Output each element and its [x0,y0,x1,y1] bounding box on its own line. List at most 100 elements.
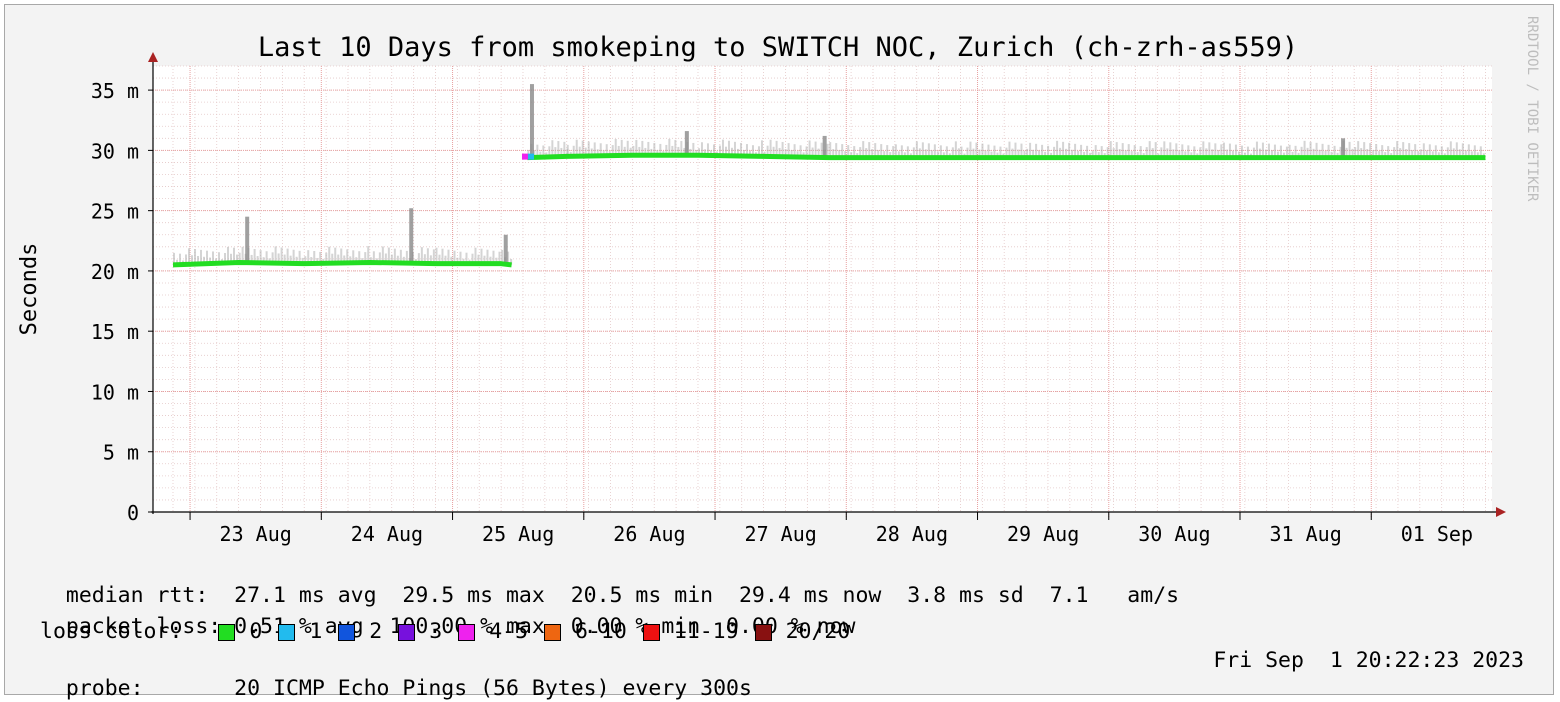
smoke-bar [1234,144,1237,158]
smoke-bar [241,246,244,263]
smoke-bar [483,255,486,264]
smoke-bar [718,145,721,156]
smoke-bar [1011,148,1014,158]
smoke-bar [355,257,358,263]
smoke-bar [1091,151,1094,158]
smoke-bar [936,151,939,158]
smoke-bar [674,139,677,156]
smoke-bar [1225,149,1228,158]
smoke-bar [1428,144,1431,158]
smoke-bar [1184,151,1187,158]
smoke-bar [1318,149,1321,158]
smoke-bar [477,254,480,264]
smoke-bar [611,145,614,156]
smoke-bar [450,256,453,264]
smoke-bar [587,141,590,157]
smoke-bar [862,141,865,158]
x-tick-label: 28 Aug [876,522,948,546]
smoke-bar [972,148,975,158]
smoke-bar [1405,149,1408,158]
probe-line: probe: 20 ICMP Echo Pings (56 Bytes) eve… [40,650,752,702]
y-tick-label: 25 m [91,200,139,224]
smoke-bar [340,248,343,264]
smoke-bar [1062,141,1065,158]
smoke-bar [886,145,889,158]
smoke-bar [1053,146,1056,158]
smoke-bar [739,142,742,156]
loss-color-value: 2 [369,619,383,644]
smoke-bar [227,246,229,263]
smoke-bar [1059,147,1062,158]
smoke-bar [760,140,763,157]
smoke-bar [1169,142,1172,158]
smoke-bar [945,146,948,158]
smoke-bar [721,139,724,156]
smoke-bar [584,147,587,157]
smoke-bar [939,145,942,158]
smoke-bar [933,144,936,158]
smoke-bar [793,144,796,157]
smoke-bar [331,253,334,264]
smoke-bar [1285,146,1288,158]
smoke-bar [975,142,978,158]
smoke-bar [865,148,868,158]
smoke-bar [230,253,232,263]
smoke-bar [289,255,292,264]
loss-color-item: 1 [278,619,322,645]
smoke-bar [203,256,205,264]
smoke-bar [188,248,190,265]
loss-color-swatch [642,623,660,641]
y-tick-label: 5 m [103,441,139,465]
smoke-bar [1294,145,1297,158]
rtt-spike [409,208,414,264]
smoke-bar [224,253,226,264]
smoke-bar [778,147,781,157]
smoke-bar [1080,144,1083,158]
smoke-bar [1402,142,1405,158]
smoke-bar [191,255,193,265]
smoke-bar [1464,150,1467,158]
smoke-bar [352,250,355,263]
smoke-bar [1455,142,1458,158]
smoke-bar [1446,147,1449,158]
packet-loss-text: packet loss: 0.51 % avg 100.00 % max 0.0… [65,614,856,639]
smoke-bar [1166,148,1169,158]
smoke-bar [435,247,438,264]
plot-area [153,66,1492,512]
smoke-bar [173,252,175,265]
smoke-bar [1417,151,1420,158]
smoke-bar [298,250,301,264]
smoke-bar [829,142,832,158]
smoke-bar [489,256,492,264]
smoke-bar [179,253,181,265]
smoke-bar [253,249,256,263]
smoke-bar [677,146,680,156]
y-tick-label: 15 m [91,320,139,344]
smoke-bar [1056,140,1059,158]
smoke-bar [853,146,856,158]
smoke-bar [659,143,662,156]
y-axis-arrow [148,52,158,62]
smoke-bar [1282,152,1285,158]
smoke-bar [346,249,349,263]
smoke-bar [903,152,906,158]
smoke-bar [697,148,700,156]
smoke-bar [712,144,715,156]
smoke-bar [510,258,513,265]
smoke-bar [1115,142,1118,158]
smoke-bar [653,142,656,156]
smoke-bar [498,251,501,264]
loss-color-value: 0 [249,619,263,644]
smoke-bar [399,249,402,264]
smoke-bar [447,249,450,264]
smoke-bar [981,143,984,158]
smoke-bar [889,152,892,158]
smoke-bar [1071,149,1074,158]
smoke-bar [1008,141,1011,158]
smoke-bar [730,147,733,156]
smoke-bar [1047,145,1050,158]
smoke-bar [1461,143,1464,158]
smoke-bar [641,140,644,156]
smoke-bar [471,253,474,264]
rtt-spike [529,84,534,157]
